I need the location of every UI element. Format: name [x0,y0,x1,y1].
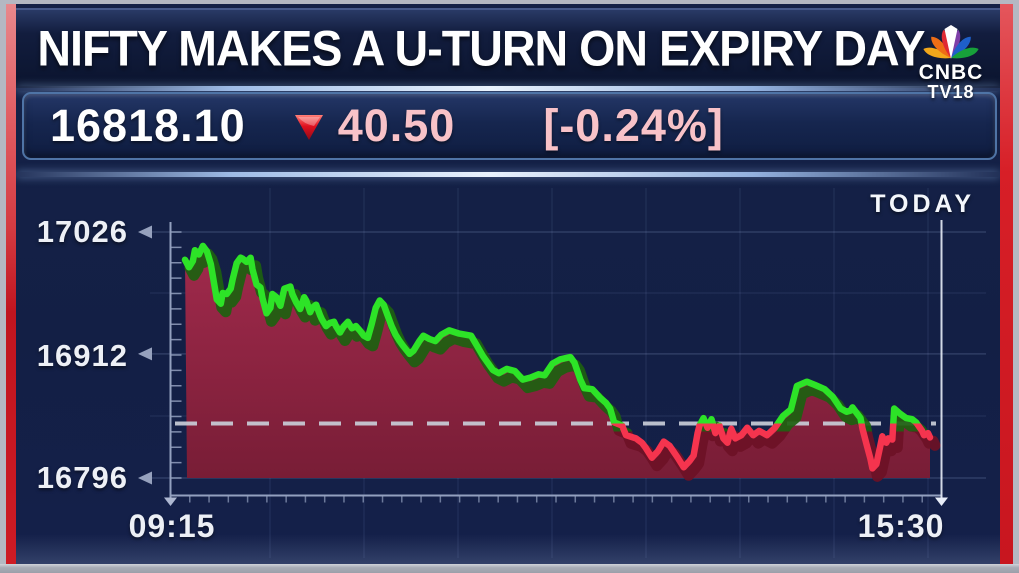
banner-divider [16,86,1000,91]
x-axis-tick-label: 09:15 [128,508,216,544]
y-axis-tick-label: 16796 [36,460,128,495]
intraday-chart-canvas [138,188,986,558]
quote-divider [16,172,1000,177]
y-axis-tick-label: 16912 [36,338,128,373]
last-price: 16818.10 [50,100,246,151]
bottom-gray-bar [0,564,1019,573]
logo-text-tv18: TV18 [927,82,975,102]
x-axis-tick-label: 15:30 [857,508,945,544]
logo-text-cnbc: CNBC [918,61,984,84]
y-axis-tick-label: 17026 [36,214,128,249]
peacock-icon [923,25,979,59]
cnbc-tv18-logo: CNBC TV18 [912,16,990,101]
today-badge: TODAY [870,190,975,218]
right-red-stripe [1000,4,1013,564]
quote-bar: 16818.10 40.50 [-0.24%] [22,92,997,160]
left-red-stripe [6,4,16,564]
bottom-haze [16,534,1000,564]
graphic-background: NIFTY MAKES A U-TURN ON EXPIRY DAY 16818… [16,4,1000,564]
headline-title: NIFTY MAKES A U-TURN ON EXPIRY DAY [37,21,925,77]
down-triangle-icon [292,111,326,148]
price-change: 40.50 [337,100,456,151]
price-change-percent: [-0.24%] [543,100,724,151]
headline-banner: NIFTY MAKES A U-TURN ON EXPIRY DAY [16,8,1000,88]
